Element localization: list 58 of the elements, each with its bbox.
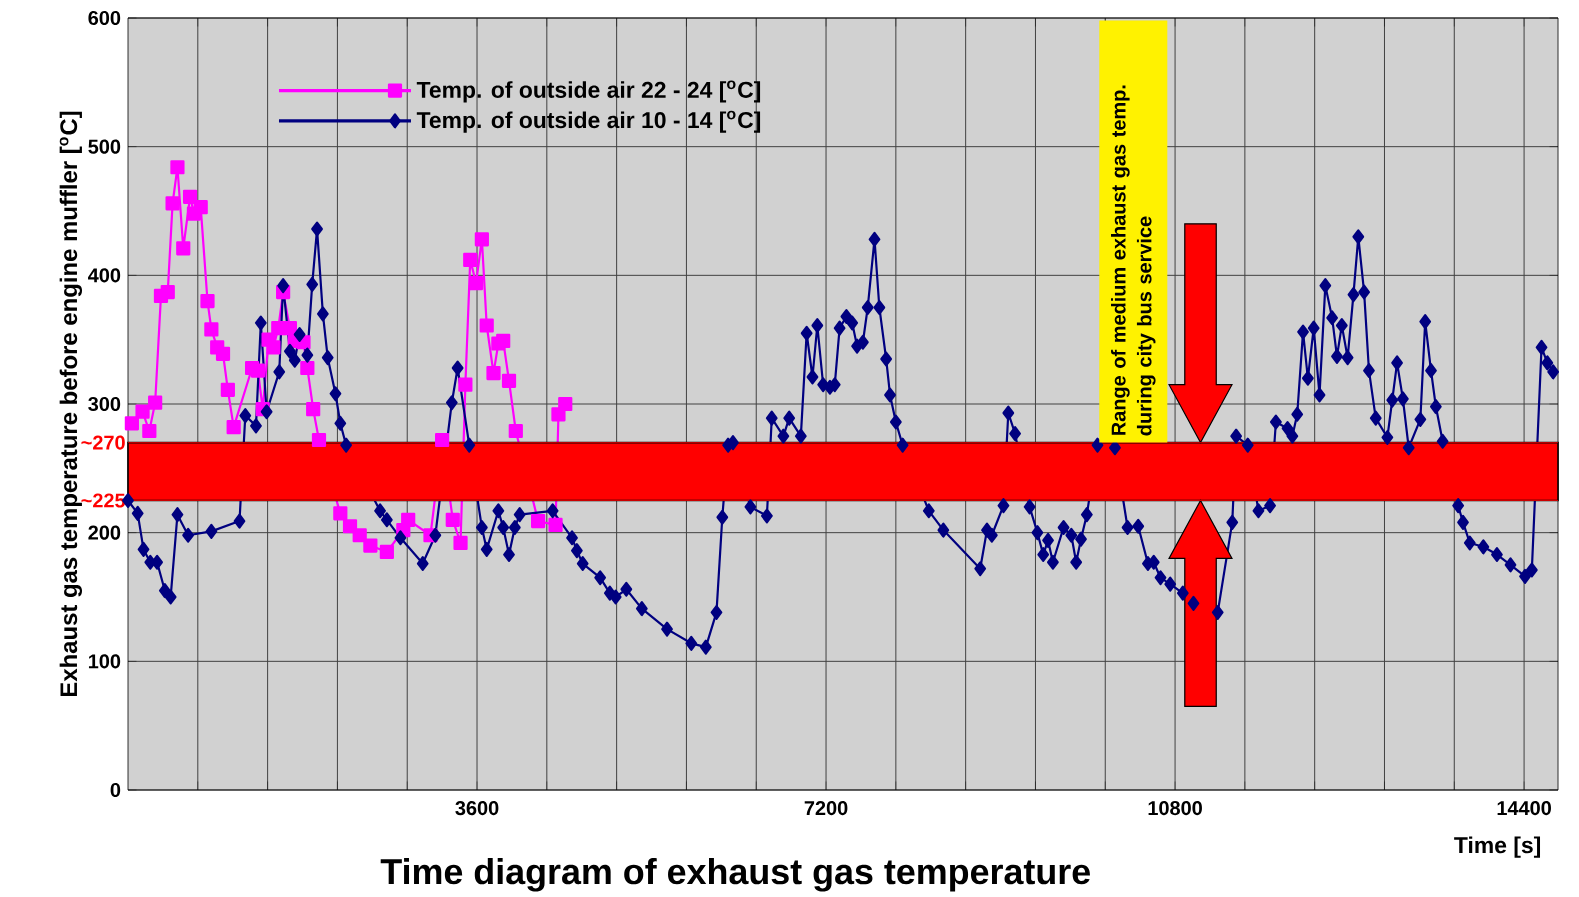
point xyxy=(496,333,511,349)
point xyxy=(311,432,327,448)
point xyxy=(379,544,394,560)
point xyxy=(445,512,460,527)
y-tick-label: 500 xyxy=(88,139,121,154)
point xyxy=(176,241,191,256)
point xyxy=(165,196,180,211)
point xyxy=(215,346,231,361)
point xyxy=(479,318,494,333)
point xyxy=(458,377,473,392)
text: Time diagram of exhaust gas temperature xyxy=(380,858,1090,892)
point xyxy=(306,402,321,417)
x-axis-title: Time [s] xyxy=(1454,836,1541,858)
point xyxy=(474,232,489,247)
y-axis-title: Exhaust gas temperature before engine muffler [$^{o}$C] xyxy=(59,111,83,697)
y-tick-label: 400 xyxy=(88,268,121,283)
y-tick-label: 200 xyxy=(88,525,121,540)
point xyxy=(401,512,416,527)
point xyxy=(170,160,185,175)
point xyxy=(193,200,208,215)
point xyxy=(142,423,157,439)
point xyxy=(226,420,241,435)
point xyxy=(135,404,150,419)
point xyxy=(486,366,501,381)
point xyxy=(558,396,573,412)
point xyxy=(148,395,163,410)
point xyxy=(220,382,235,397)
point xyxy=(266,340,281,355)
point xyxy=(435,432,450,448)
y-tick-label: 0 xyxy=(110,782,121,798)
point xyxy=(204,322,219,337)
band-label: Range of medium exhaust gas temp. during city bus service xyxy=(1111,85,1156,436)
point xyxy=(548,517,563,533)
point xyxy=(182,189,198,204)
point xyxy=(282,320,298,336)
y-tick-label: 100 xyxy=(88,654,121,669)
point xyxy=(501,373,517,388)
point xyxy=(531,513,546,529)
point xyxy=(468,275,484,291)
y-tick-label: 300 xyxy=(88,396,121,412)
point xyxy=(463,252,478,267)
x-tick-label: 14400 xyxy=(1497,801,1551,816)
point xyxy=(352,528,367,543)
point xyxy=(300,360,315,376)
point xyxy=(508,423,523,439)
ref-line-label: ~225 xyxy=(81,493,126,508)
point xyxy=(250,363,266,378)
point xyxy=(160,284,175,300)
point xyxy=(333,506,348,521)
ref-line-label: ~270 xyxy=(81,435,125,450)
y-tick-label: 600 xyxy=(88,10,121,26)
x-tick-label: 7200 xyxy=(804,801,848,816)
point xyxy=(124,416,139,431)
point xyxy=(453,535,468,551)
x-tick-label: 3600 xyxy=(455,801,499,816)
x-tick-label: 10800 xyxy=(1148,801,1202,816)
point xyxy=(200,293,215,309)
point xyxy=(363,538,378,553)
